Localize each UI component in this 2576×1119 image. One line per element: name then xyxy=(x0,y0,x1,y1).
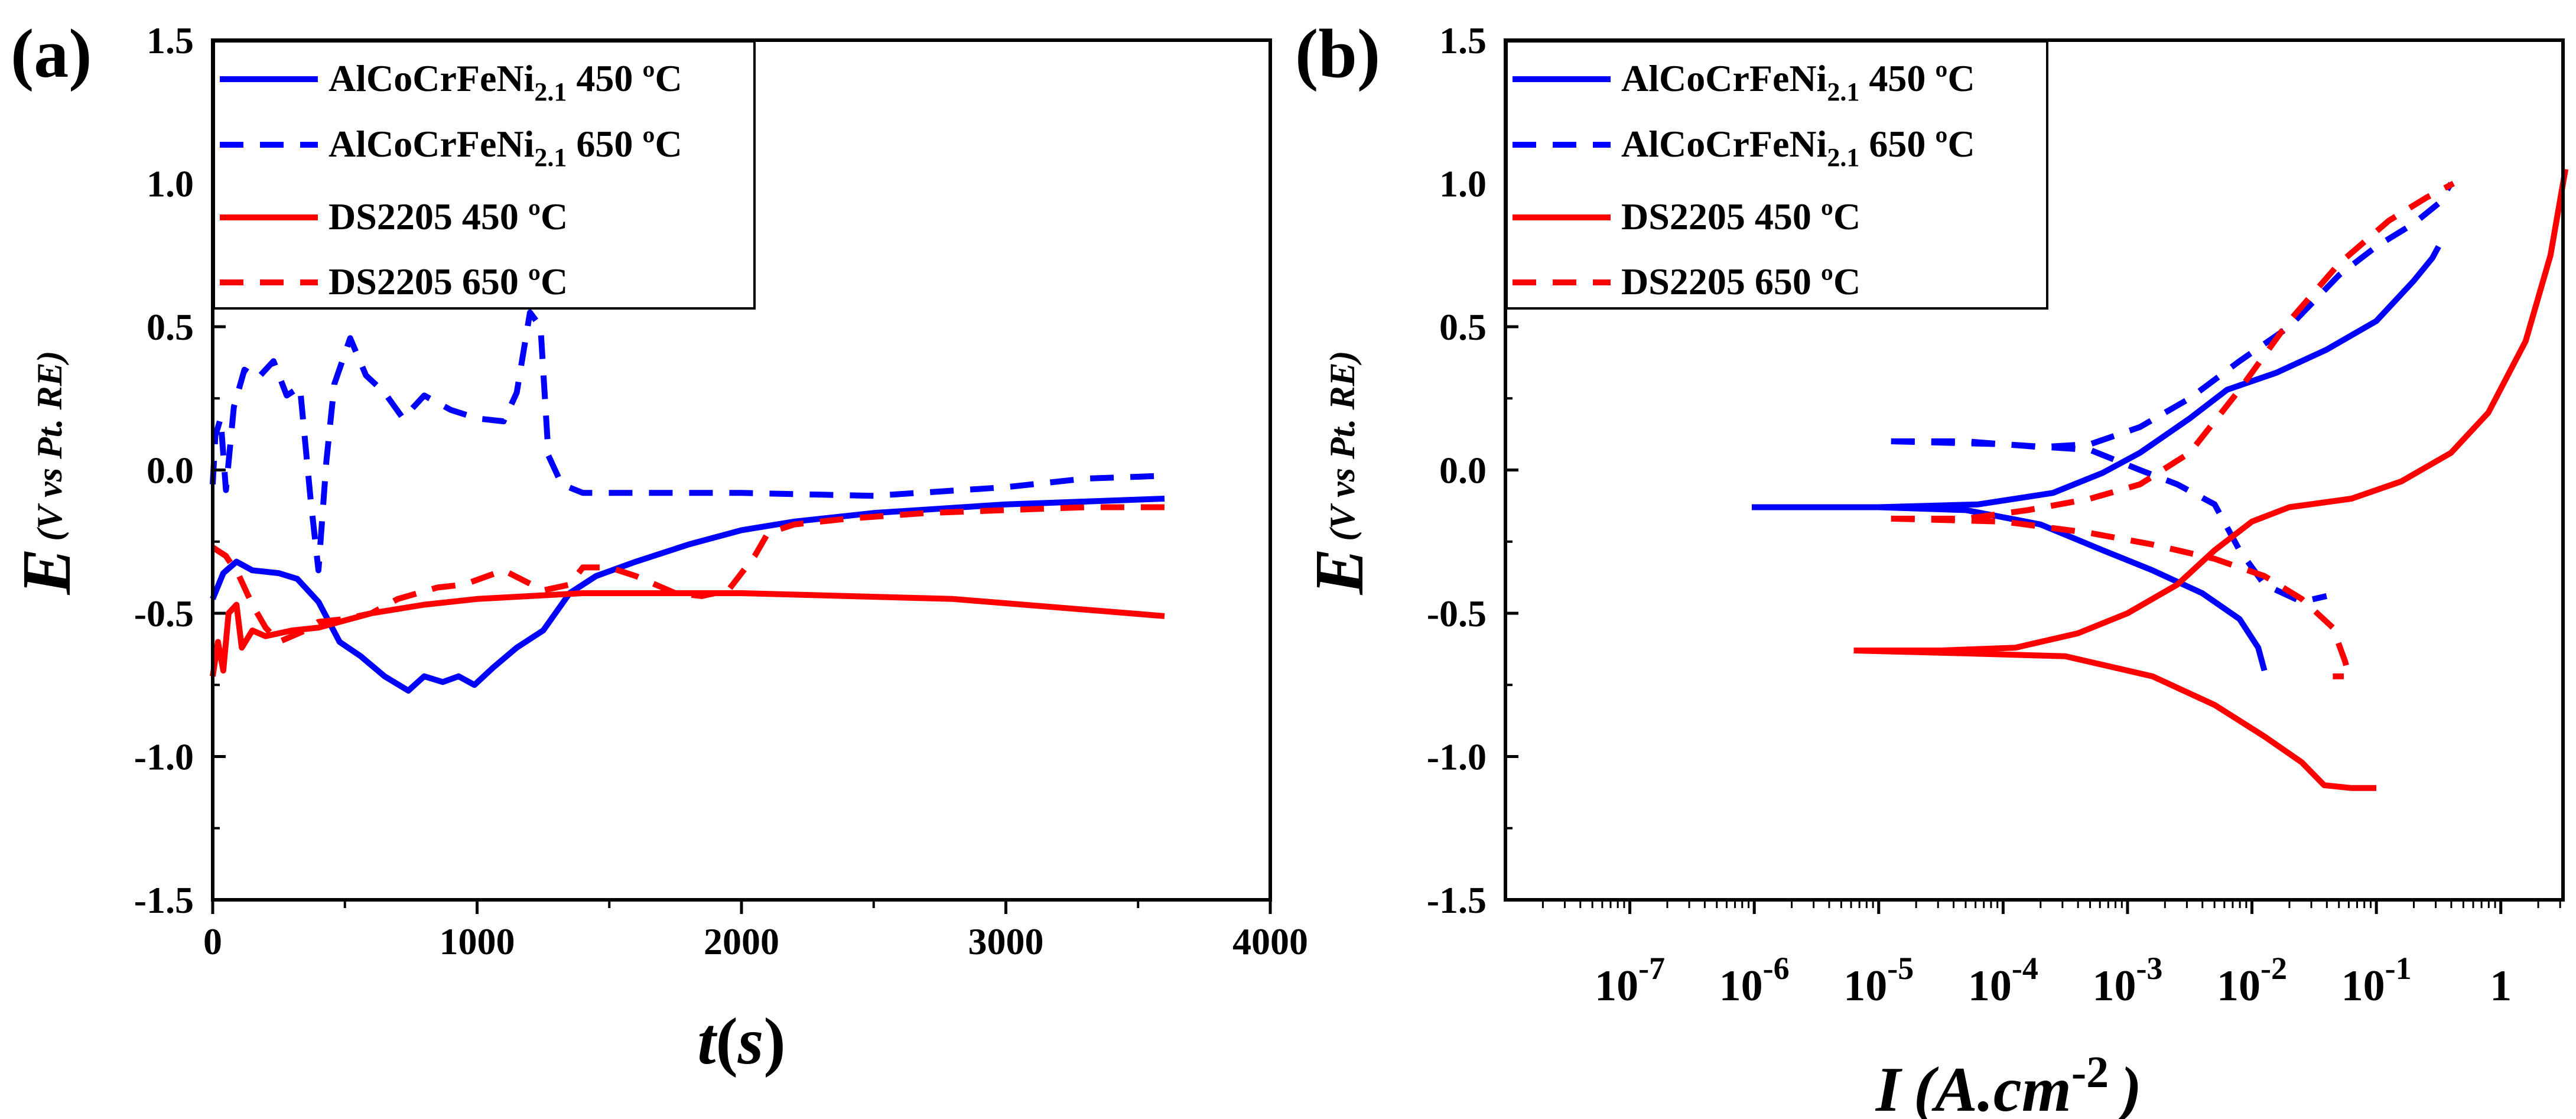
x-tick-label: 4000 xyxy=(1232,920,1308,962)
legend-entry: AlCoCrFeNi2.1 450 ºC xyxy=(1621,57,1975,106)
series-line xyxy=(210,309,1165,574)
legend-box xyxy=(1505,40,2048,310)
panel-a-x-axis-label: t(s) xyxy=(697,1005,785,1078)
series-line xyxy=(1853,648,2377,791)
panel-b-label: (b) xyxy=(1295,15,1380,92)
panel-b-x-axis-label: I (A.cm-2) xyxy=(1875,1048,2142,1119)
series-line xyxy=(211,504,1165,645)
y-tick-label: -0.5 xyxy=(134,593,194,635)
y-tick-label: -1.0 xyxy=(134,736,194,778)
y-label-main: E xyxy=(8,548,85,596)
y-label-sub: (V vs Pt. RE) xyxy=(30,351,69,541)
x-tick-label: 0 xyxy=(203,920,222,962)
svg-text:E(V vs Pt. RE): E (V vs Pt. RE) xyxy=(8,351,85,596)
x-tick-label: 10-4 xyxy=(1968,951,2038,1010)
legend-entry: AlCoCrFeNi2.1 650 ºC xyxy=(1621,123,1975,172)
panel-a-legend: AlCoCrFeNi2.1 450 ºC AlCoCrFeNi2.1 650 º… xyxy=(213,40,756,310)
svg-text:E(V vs Pt. RE): E (V vs Pt. RE) xyxy=(1300,351,1378,596)
x-tick-label: 10-5 xyxy=(1843,951,1914,1010)
panel-a-y-ticks: -1.5 -1.0 -0.5 0.0 0.5 1.0 1.5 xyxy=(134,19,226,921)
y-tick-label: 1.5 xyxy=(1439,19,1487,61)
series-line xyxy=(1891,515,2352,679)
legend-entry: DS2205 650 ºC xyxy=(328,261,568,302)
y-tick-label: 0.0 xyxy=(1439,450,1487,492)
x-tick-label: 1 xyxy=(2490,962,2512,1010)
y-tick-label: 1.0 xyxy=(147,163,194,205)
legend-box xyxy=(213,40,756,310)
panel-a: (a) -1.5 -1.0 -0.5 0.0 0.5 1.0 1.5 0 1000 2000 30… xyxy=(8,15,1308,1078)
legend-entry: AlCoCrFeNi2.1 450 ºC xyxy=(328,57,682,106)
x-tick-label: 10-7 xyxy=(1595,951,1665,1010)
x-tick-label: 10-6 xyxy=(1719,951,1790,1010)
legend-entry: AlCoCrFeNi2.1 650 ºC xyxy=(328,123,682,172)
series-line xyxy=(210,496,1165,694)
legend-entry: DS2205 650 ºC xyxy=(1621,261,1861,302)
series-line xyxy=(1891,181,2454,450)
y-tick-label: 1.0 xyxy=(1439,163,1487,205)
y-tick-label: -1.5 xyxy=(134,879,194,921)
legend-entry: DS2205 450 ºC xyxy=(1621,196,1861,238)
y-tick-label: 0.5 xyxy=(1439,306,1487,348)
y-tick-label: -1.0 xyxy=(1427,736,1487,778)
panel-a-y-axis-label: E (V vs Pt. RE) xyxy=(8,351,85,596)
series-line xyxy=(1891,181,2455,522)
y-tick-label: -0.5 xyxy=(1427,593,1487,635)
panel-b-x-ticks: 10-7 10-6 10-5 10-4 10-3 10-2 10-1 1 xyxy=(1541,900,2561,1010)
series-line xyxy=(1752,245,2441,510)
y-tick-label: 0.0 xyxy=(147,450,194,492)
panel-b: (b) -1.5-1.0-0.50.00.51.01.5 10-7 10-6 10-… xyxy=(1295,15,2569,1119)
series-line xyxy=(1752,504,2268,672)
panel-b-y-ticks: -1.5 -1.0 -0.5 0.0 0.5 1.0 1.5 xyxy=(1427,19,1518,921)
panel-b-legend: AlCoCrFeNi2.1 450 ºC AlCoCrFeNi2.1 650 º… xyxy=(1505,40,2048,310)
x-tick-label: 3000 xyxy=(968,920,1044,962)
panel-a-x-ticks: 0 1000 2000 3000 4000 xyxy=(203,900,1308,962)
x-tick-label: 1000 xyxy=(440,920,515,962)
series-line xyxy=(1853,168,2569,653)
y-tick-label: -1.5 xyxy=(1427,879,1487,921)
legend-entry: DS2205 450 ºC xyxy=(328,196,568,238)
y-tick-label: 0.5 xyxy=(147,306,194,348)
panel-b-series xyxy=(1752,168,2569,791)
series-line xyxy=(1891,438,2328,605)
panel-b-y-axis-label: E (V vs Pt. RE) xyxy=(1300,351,1378,596)
panel-a-series xyxy=(210,309,1165,694)
x-tick-label: 10-3 xyxy=(2092,951,2162,1010)
y-tick-label: 1.5 xyxy=(147,19,194,61)
y-label-main: E xyxy=(1300,548,1378,596)
y-label-sub: (V vs Pt. RE) xyxy=(1323,351,1362,541)
panel-a-label: (a) xyxy=(11,15,92,92)
x-tick-label: 10-1 xyxy=(2341,951,2412,1010)
x-tick-label: 10-2 xyxy=(2217,951,2287,1010)
x-tick-label: 2000 xyxy=(704,920,779,962)
